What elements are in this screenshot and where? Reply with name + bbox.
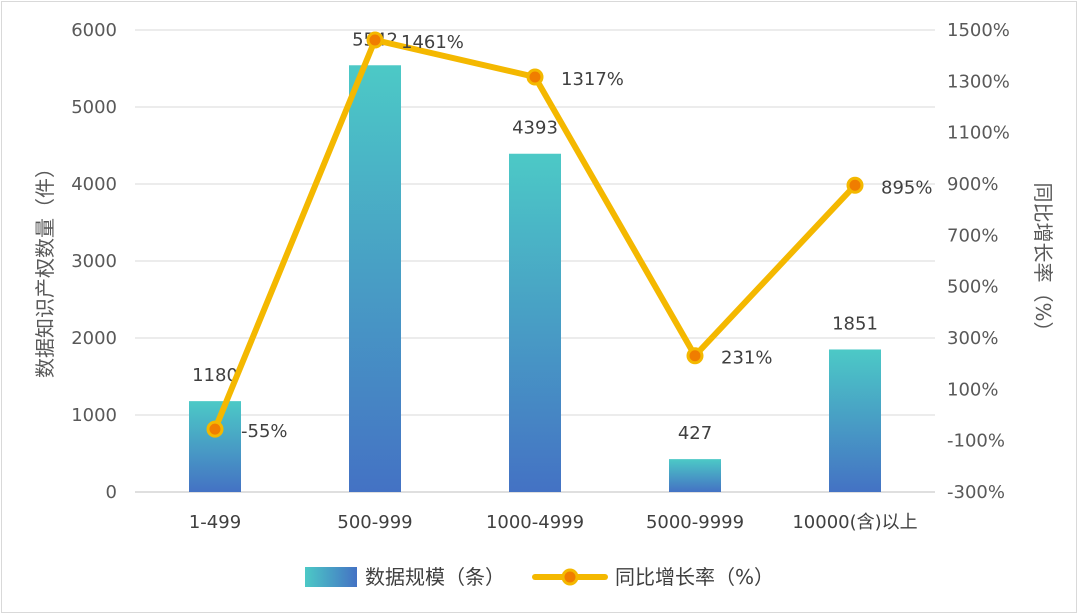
right-axis-title: 同比增长率（%） xyxy=(1031,182,1055,341)
right-tick-label: 1300% xyxy=(947,71,1010,92)
right-tick-label: 700% xyxy=(947,225,998,246)
line-point xyxy=(846,176,864,194)
bar xyxy=(669,459,721,492)
left-tick-label: 0 xyxy=(106,482,117,503)
x-tick-label: 5000-9999 xyxy=(646,512,744,533)
line-point xyxy=(366,31,384,49)
bar-data-label: 427 xyxy=(678,423,712,444)
left-tick-label: 5000 xyxy=(71,97,117,118)
bar-data-label: 4393 xyxy=(512,118,558,139)
right-tick-label: 300% xyxy=(947,328,998,349)
x-tick-label: 500-999 xyxy=(337,512,412,533)
right-tick-label: 500% xyxy=(947,277,998,298)
left-axis-title: 数据知识产权数量（件） xyxy=(33,158,57,378)
bar xyxy=(349,65,401,493)
left-tick-label: 1000 xyxy=(71,405,117,426)
x-tick-label: 1000-4999 xyxy=(486,512,584,533)
legend-line-marker xyxy=(561,568,579,586)
line-data-label: -55% xyxy=(241,421,288,442)
line-data-label: 1317% xyxy=(561,69,624,90)
right-tick-label: 1500% xyxy=(947,20,1010,41)
right-tick-label: -100% xyxy=(947,431,1005,452)
left-tick-label: 4000 xyxy=(71,174,117,195)
bar xyxy=(829,349,881,492)
x-axis-ticks: 1-499 500-999 1000-4999 5000-9999 10000(含)以上 xyxy=(189,512,918,533)
bar-series: 1180554243934271851 xyxy=(189,29,881,493)
bar xyxy=(509,153,561,492)
right-tick-label: 900% xyxy=(947,174,998,195)
left-tick-label: 6000 xyxy=(71,20,117,41)
line-series: -55% 1461% 1317% 231% 895% xyxy=(206,31,932,442)
line-point xyxy=(686,347,704,365)
left-tick-label: 3000 xyxy=(71,251,117,272)
bar-data-label: 1180 xyxy=(192,365,238,386)
left-axis-ticks: 0 1000 2000 3000 4000 5000 6000 xyxy=(71,20,117,503)
legend-line-label: 同比增长率（%） xyxy=(615,565,774,589)
line-point xyxy=(206,420,224,438)
line-data-label: 231% xyxy=(721,348,772,369)
bar-data-label: 1851 xyxy=(832,313,878,334)
legend-bar-label: 数据规模（条） xyxy=(365,565,505,589)
right-tick-label: -300% xyxy=(947,482,1005,503)
legend: 数据规模（条） 同比增长率（%） xyxy=(305,565,774,589)
line-point xyxy=(526,68,544,86)
bar xyxy=(189,401,241,492)
line-data-label: 1461% xyxy=(401,32,464,53)
left-tick-label: 2000 xyxy=(71,328,117,349)
line-data-label: 895% xyxy=(881,177,932,198)
right-axis-ticks: -300% -100% 100% 300% 500% 700% 900% 1100% 1300%… xyxy=(947,20,1010,503)
right-tick-label: 100% xyxy=(947,379,998,400)
x-tick-label: 10000(含)以上 xyxy=(792,512,917,533)
x-tick-label: 1-499 xyxy=(189,512,241,533)
right-tick-label: 1100% xyxy=(947,123,1010,144)
legend-bar-swatch xyxy=(305,567,357,587)
